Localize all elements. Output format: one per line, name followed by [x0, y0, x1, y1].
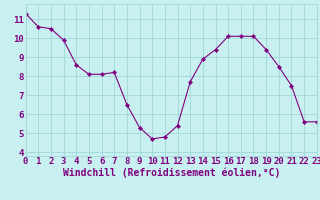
X-axis label: Windchill (Refroidissement éolien,°C): Windchill (Refroidissement éolien,°C) [62, 168, 280, 178]
